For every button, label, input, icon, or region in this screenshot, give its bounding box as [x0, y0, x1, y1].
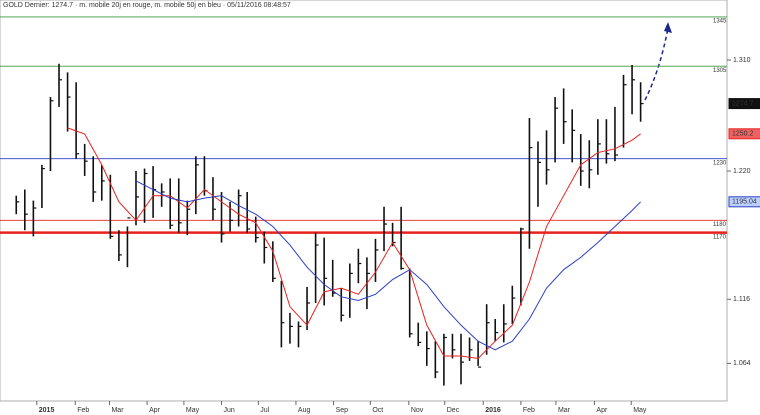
x-tick-label: Sep [336, 407, 349, 414]
x-tick-label: Jul [260, 407, 269, 414]
moving-average [135, 180, 641, 351]
x-tick-label: Apr [149, 407, 161, 414]
y-tick-label: 1.220 [733, 168, 751, 175]
level-label: 1345 [713, 18, 727, 24]
y-tick-label: 1.116 [733, 296, 750, 303]
x-tick-label: Aug [298, 407, 311, 414]
x-tick-label: Dec [447, 407, 460, 414]
x-tick-label: Oct [372, 407, 383, 414]
plot-frame [0, 0, 728, 402]
x-tick-label: 2015 [39, 407, 55, 414]
x-tick-label: 2016 [485, 407, 501, 414]
trend-arrow [644, 22, 672, 101]
x-tick-label: Nov [411, 407, 424, 414]
x-tick-label: Feb [77, 407, 89, 414]
x-tick-label: May [186, 407, 200, 414]
price-tag [728, 128, 760, 140]
level-label: 1180 [713, 222, 727, 228]
level-label: 1170 [713, 234, 727, 240]
price-tag-label: 1274.7 [732, 100, 754, 107]
price-tag [728, 98, 760, 110]
x-tick-label: May [633, 407, 647, 414]
x-tick-label: Feb [523, 407, 535, 414]
x-tick-label: Apr [596, 407, 608, 414]
y-tick-label: 1.310 [733, 57, 751, 64]
x-tick-label: Jun [224, 407, 235, 414]
y-tick-label: 1.064 [733, 360, 751, 367]
chart-title: GOLD Dernier: 1274.7 · m. mobile 20j en … [3, 2, 291, 9]
price-tag-label: 1250.2 [732, 131, 754, 138]
x-tick-label: Mar [558, 407, 571, 414]
x-tick-label: Mar [111, 407, 124, 414]
level-label: 1305 [713, 68, 727, 74]
price-tag-label: 1195.04 [732, 199, 757, 206]
price-tag [728, 196, 760, 208]
level-label: 1230 [713, 160, 727, 166]
